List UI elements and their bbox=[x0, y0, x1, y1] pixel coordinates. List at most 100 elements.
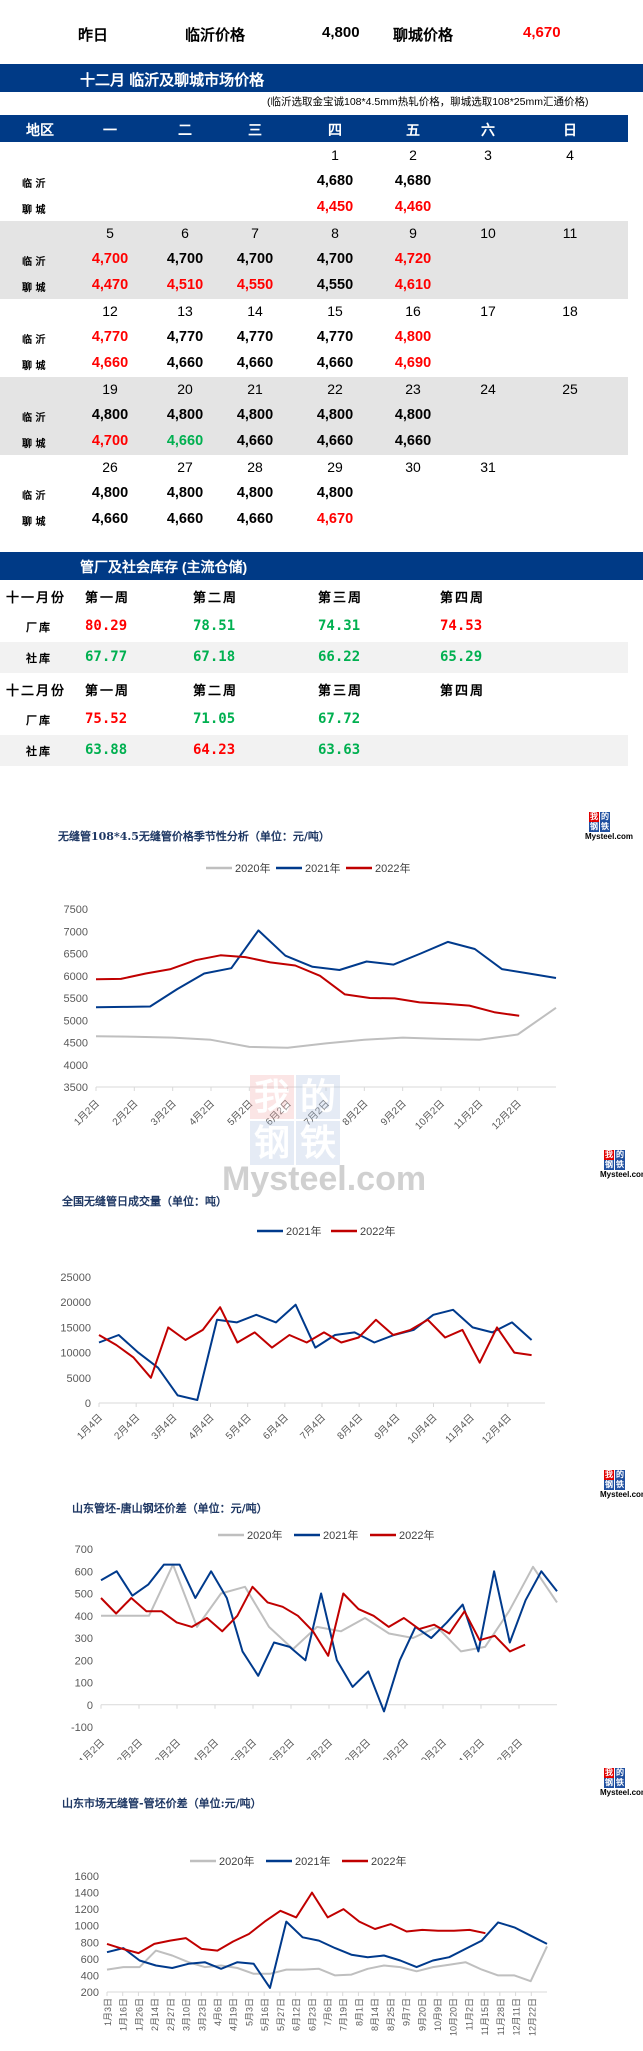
price-cell-linyi: 4,800 bbox=[166, 485, 204, 501]
price-cell-liaocheng: 4,660 bbox=[236, 511, 274, 527]
x-tick-label: 11月2日 bbox=[464, 1998, 474, 2030]
price-cell-liaocheng: 4,700 bbox=[91, 433, 129, 449]
calendar-day-number: 5 bbox=[106, 225, 114, 241]
inventory-label-factory: 厂库 bbox=[26, 714, 52, 727]
price-cell-liaocheng: 4,510 bbox=[166, 277, 204, 293]
week-label: 第四周 bbox=[440, 591, 486, 606]
y-tick-label: 0 bbox=[87, 1700, 93, 1712]
x-tick-label: 2月2日 bbox=[110, 1098, 140, 1128]
calendar-day-number: 29 bbox=[327, 459, 343, 475]
x-tick-label: 3月2日 bbox=[148, 1098, 178, 1128]
x-tick-label: 9月2日 bbox=[381, 1737, 411, 1760]
calendar-week-row: 26 27 28 29 30 31 临 沂 4,800 4,800 4,800 4,800 聊 城 4,… bbox=[0, 455, 628, 533]
row-label-liaocheng: 聊 城 bbox=[22, 283, 46, 294]
x-tick-label: 10月9日 bbox=[433, 1998, 443, 2031]
inventory-label-factory: 厂库 bbox=[26, 621, 52, 634]
yesterday-label: 昨日 bbox=[78, 27, 109, 44]
calendar-header-2: 二 bbox=[178, 122, 192, 138]
legend-label: 2022年 bbox=[399, 1528, 434, 1542]
x-tick-label: 4月6日 bbox=[213, 1998, 223, 2026]
calendar-week-row: 1 2 3 4 临 沂 4,680 4,680 聊 城 4,450 4,460 bbox=[0, 143, 628, 221]
price-cell-linyi: 4,800 bbox=[91, 407, 129, 423]
y-tick-label: 600 bbox=[75, 1566, 93, 1578]
calendar-day-number: 12 bbox=[102, 303, 118, 319]
series-line-2020 bbox=[95, 1006, 557, 1049]
y-tick-label: 7000 bbox=[64, 926, 88, 938]
x-tick-label: 9月4日 bbox=[372, 1412, 402, 1442]
row-label-linyi: 临 沂 bbox=[22, 413, 46, 424]
y-tick-label: 1000 bbox=[75, 1921, 99, 1933]
x-tick-label: 10月2日 bbox=[413, 1098, 447, 1132]
series-line-2021 bbox=[98, 1303, 533, 1401]
series-line-2021 bbox=[95, 929, 557, 1009]
legend-label: 2021年 bbox=[305, 861, 340, 875]
chart2-daily-volume: 0 5000 10000 15000 20000 25000 1月4日 2月4日 3月4日 4月4… bbox=[60, 1224, 545, 1446]
price-cell-linyi: 4,700 bbox=[166, 251, 204, 267]
calendar-title: 十二月 临沂及聊城市场价格 bbox=[80, 72, 265, 89]
x-tick-label: 8月14日 bbox=[370, 1998, 380, 2031]
y-tick-label: 600 bbox=[81, 1954, 99, 1966]
x-tick-label: 3月2日 bbox=[153, 1737, 183, 1760]
calendar-header-4: 四 bbox=[328, 122, 342, 138]
price-cell-liaocheng: 4,660 bbox=[166, 511, 204, 527]
price-cell-liaocheng: 4,470 bbox=[91, 277, 129, 293]
week-label: 第一周 bbox=[85, 591, 131, 606]
x-tick-label: 12月22日 bbox=[527, 1998, 537, 2036]
price-cell-linyi: 4,770 bbox=[236, 329, 274, 345]
x-tick-label: 2月2日 bbox=[115, 1737, 145, 1760]
watermark-char-2: 的 bbox=[296, 1075, 340, 1119]
logo-char: 钢 bbox=[604, 1480, 614, 1490]
calendar-day-number: 1 bbox=[331, 147, 339, 163]
price-cell-liaocheng: 4,670 bbox=[316, 511, 354, 527]
calendar-day-number: 3 bbox=[484, 147, 492, 163]
x-tick-label: 5月4日 bbox=[223, 1412, 253, 1442]
y-tick-label: 3500 bbox=[64, 1082, 88, 1094]
logo-text: Mysteel.com bbox=[600, 1170, 643, 1179]
y-tick-label: 10000 bbox=[60, 1348, 91, 1360]
y-tick-label: 4500 bbox=[64, 1038, 88, 1050]
x-tick-label: 1月26日 bbox=[134, 1998, 144, 2031]
logo-text: Mysteel.com bbox=[585, 832, 634, 841]
x-tick-label: 4月2日 bbox=[187, 1098, 217, 1128]
inventory-value: 74.53 bbox=[440, 618, 483, 634]
inventory-value: 67.18 bbox=[193, 649, 236, 665]
x-tick-label: 11月15日 bbox=[480, 1998, 490, 2035]
logo-char: 铁 bbox=[615, 1160, 625, 1170]
inventory-label-social: 社库 bbox=[26, 652, 52, 665]
row-label-liaocheng: 聊 城 bbox=[22, 205, 46, 216]
x-tick-label: 12月2日 bbox=[491, 1737, 525, 1760]
inventory-title: 管厂及社会库存 (主流仓储) bbox=[80, 559, 248, 575]
calendar-day-number: 26 bbox=[102, 459, 118, 475]
x-tick-label: 6月2日 bbox=[267, 1737, 297, 1760]
x-tick-label: 6月23日 bbox=[307, 1998, 317, 2031]
logo-char: 的 bbox=[600, 812, 610, 822]
price-cell-liaocheng: 4,660 bbox=[316, 355, 354, 371]
x-tick-label: 6月12日 bbox=[292, 1998, 302, 2031]
week-label: 第四周 bbox=[440, 684, 486, 699]
price-cell-liaocheng: 4,660 bbox=[166, 433, 204, 449]
row-label-liaocheng: 聊 城 bbox=[22, 439, 46, 450]
logo-text: Mysteel.com bbox=[600, 1490, 643, 1499]
calendar-day-number: 31 bbox=[480, 459, 496, 475]
price-cell-liaocheng: 4,660 bbox=[316, 433, 354, 449]
x-tick-label: 7月4日 bbox=[298, 1412, 328, 1442]
watermark-char-4: 铁 bbox=[296, 1121, 340, 1165]
calendar-header: 地区 一 二 三 四 五 六 日 bbox=[0, 115, 628, 142]
y-tick-label: 1600 bbox=[75, 1871, 99, 1883]
series-line-2020 bbox=[106, 1945, 548, 1983]
x-tick-label: 2月27日 bbox=[166, 1998, 176, 2031]
calendar-week-row: 12 13 14 15 16 17 18 临 沂 4,770 4,770 4,770 4,770 4,8… bbox=[0, 299, 628, 377]
calendar-header-6: 六 bbox=[481, 122, 495, 138]
price-cell-liaocheng: 4,660 bbox=[91, 511, 129, 527]
x-tick-label: 12月4日 bbox=[480, 1412, 514, 1446]
series-line-2022 bbox=[98, 1306, 532, 1379]
price-cell-liaocheng: 4,460 bbox=[394, 199, 432, 215]
price-cell-linyi: 4,800 bbox=[394, 329, 432, 345]
x-tick-label: 12月11日 bbox=[512, 1998, 522, 2035]
y-tick-label: 300 bbox=[75, 1633, 93, 1645]
calendar-day-number: 20 bbox=[177, 381, 193, 397]
inventory-value: 80.29 bbox=[85, 618, 128, 634]
price-cell-liaocheng: 4,660 bbox=[236, 433, 274, 449]
price-cell-linyi: 4,770 bbox=[316, 329, 354, 345]
